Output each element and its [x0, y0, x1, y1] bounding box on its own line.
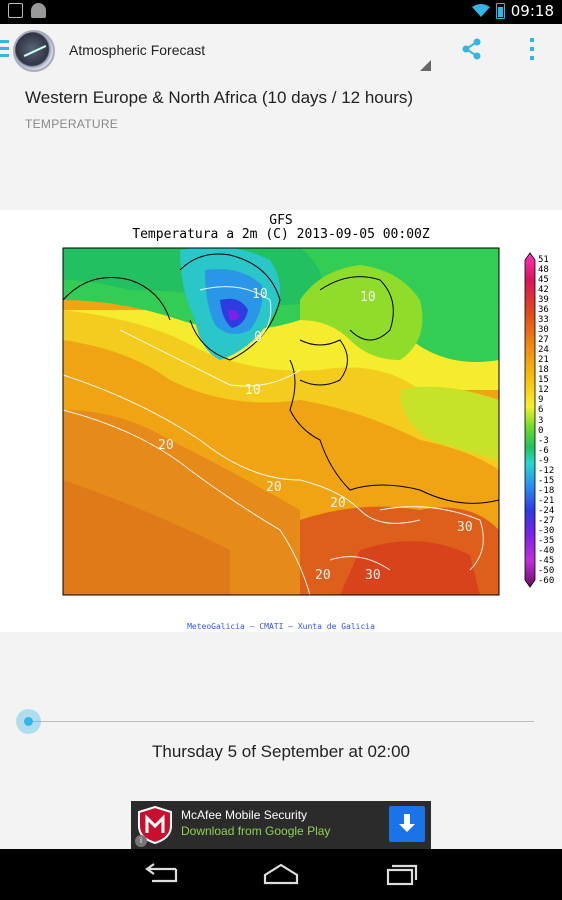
wifi-icon: [471, 4, 490, 17]
scale-tick-label: 21: [538, 355, 549, 366]
scale-tick-label: 18: [538, 365, 549, 376]
drawer-icon[interactable]: [0, 40, 9, 58]
contour-label: 10: [360, 290, 376, 305]
notification-icons: [8, 3, 46, 18]
download-notification-icon: [8, 3, 23, 18]
contour-label: 10: [245, 383, 261, 398]
map-model-label: GFS: [269, 213, 293, 228]
contour-label: 30: [365, 568, 381, 583]
scale-tick-label: 3: [538, 415, 544, 426]
scale-tick-label: -9: [538, 455, 549, 466]
scale-tick-label: -18: [538, 485, 555, 496]
spinner-indicator[interactable]: [420, 60, 431, 71]
ad-banner[interactable]: McAfee Mobile Security Download from Goo…: [131, 801, 431, 849]
scale-tick-label: 12: [538, 385, 549, 396]
scale-tick-label: 51: [538, 255, 549, 265]
contour-label: 30: [457, 520, 473, 535]
scale-tick-label: 6: [538, 405, 544, 416]
navigation-bar: [0, 849, 562, 900]
scale-tick-label: 33: [538, 315, 549, 326]
scale-tick-label: -24: [538, 505, 555, 516]
scale-tick-label: -12: [538, 465, 555, 476]
temperature-map-image: [62, 247, 536, 596]
scale-tick-label: 15: [538, 375, 549, 386]
battery-icon: [495, 3, 505, 19]
recents-icon[interactable]: [382, 861, 422, 887]
scale-tick-label: 39: [538, 295, 549, 306]
contour-label: 20: [315, 568, 331, 583]
scale-tick-label: 24: [538, 345, 549, 356]
map-credit: MeteoGalicia — CMATI — Xunta de Galicia: [187, 622, 375, 631]
share-icon[interactable]: [461, 38, 483, 60]
contour-label: 20: [158, 438, 174, 453]
map-caption: Temperatura a 2m (C) 2013-09-05 00:00Z: [132, 227, 430, 242]
scale-tick-label: 36: [538, 305, 549, 316]
scale-tick-label: 9: [538, 395, 544, 406]
scale-tick-label: 30: [538, 325, 549, 336]
back-icon[interactable]: [142, 861, 182, 887]
contour-label: 0: [254, 330, 262, 345]
status-bar: 09:18: [0, 0, 562, 24]
scale-tick-label: -60: [538, 576, 555, 586]
timeline-slider-track[interactable]: [28, 721, 534, 722]
scale-tick-label: -45: [538, 555, 555, 566]
contour-label: 20: [330, 496, 346, 511]
scale-tick-label: -50: [538, 565, 555, 576]
scale-tick-label: 42: [538, 285, 549, 296]
app-logo-icon[interactable]: [13, 30, 55, 72]
ad-subtitle: Download from Google Play: [181, 824, 331, 838]
forecast-time-label: Thursday 5 of September at 02:00: [152, 742, 410, 761]
ad-title: McAfee Mobile Security: [181, 808, 308, 822]
scale-tick-label: -15: [538, 475, 555, 486]
variable-label: TEMPERATURE: [25, 117, 119, 131]
scale-tick-label: -30: [538, 525, 555, 536]
ad-info-icon[interactable]: i: [135, 835, 147, 847]
overflow-menu-icon[interactable]: [528, 38, 536, 60]
contour-label: 20: [266, 480, 282, 495]
scale-tick-label: -6: [538, 445, 549, 456]
ad-download-button[interactable]: [389, 806, 425, 842]
scale-tick-label: -27: [538, 515, 555, 526]
mcafee-shield-icon: [138, 806, 172, 844]
scale-tick-label: 27: [538, 335, 549, 346]
android-notification-icon: [31, 3, 46, 18]
contour-label: 10: [252, 287, 268, 302]
home-icon[interactable]: [261, 861, 301, 887]
system-indicators: 09:18: [471, 2, 554, 20]
scale-tick-label: 45: [538, 275, 549, 286]
scale-tick-label: 0: [538, 425, 544, 436]
scale-tick-label: -35: [538, 535, 555, 546]
action-bar: Atmospheric Forecast: [0, 24, 562, 76]
app-title[interactable]: Atmospheric Forecast: [69, 42, 206, 58]
scale-tick-label: -40: [538, 545, 555, 556]
scale-tick-label: -3: [538, 435, 549, 446]
scale-tick-label: 48: [538, 265, 549, 276]
scale-tick-label: -21: [538, 495, 555, 506]
timeline-slider-thumb[interactable]: [16, 709, 41, 734]
forecast-map[interactable]: GFS Temperatura a 2m (C) 2013-09-05 00:0…: [0, 210, 562, 632]
region-title: Western Europe & North Africa (10 days /…: [25, 88, 414, 107]
status-clock: 09:18: [510, 2, 554, 20]
